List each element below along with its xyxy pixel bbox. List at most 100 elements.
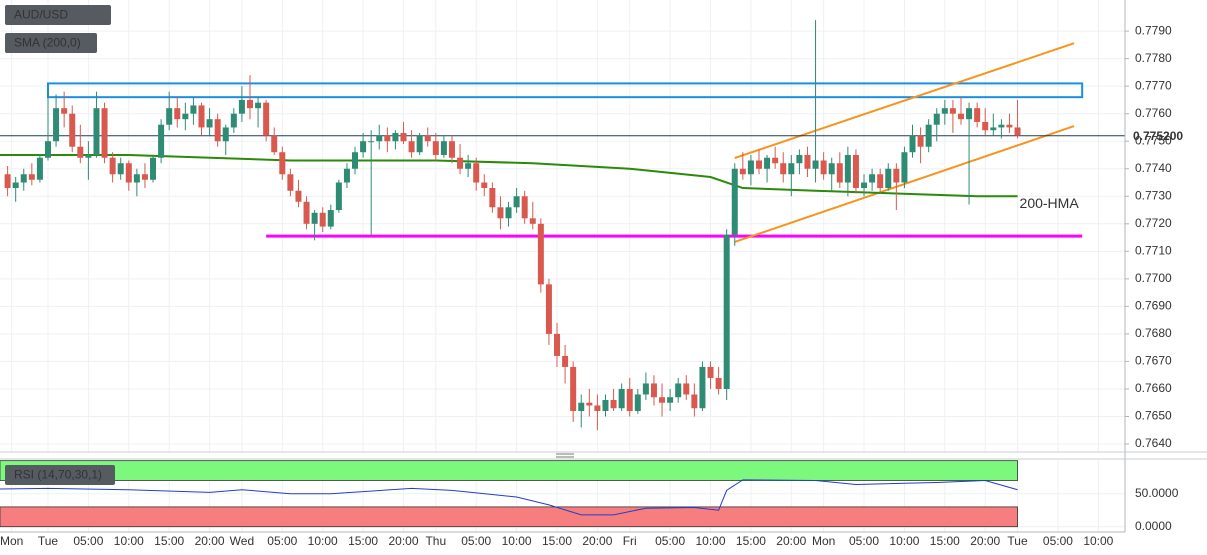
candle-body [917, 135, 924, 147]
candle-body [545, 284, 552, 334]
candle-body [12, 182, 19, 189]
candle-body [780, 163, 787, 175]
candle-body [788, 163, 795, 175]
candle-body [828, 163, 835, 175]
candle-body [505, 207, 512, 219]
legend-label: AUD/USD [14, 8, 68, 22]
candle-body [20, 174, 27, 183]
candle-body [263, 102, 270, 136]
candle-body [287, 174, 294, 191]
candle-body [360, 141, 367, 153]
candle-body [85, 154, 92, 158]
candle-body [804, 154, 811, 169]
x-tick-label: 10:00 [114, 534, 144, 548]
candle-body [570, 366, 577, 411]
candle-body [497, 207, 504, 219]
candle-body [844, 154, 851, 183]
candle-body [481, 182, 488, 189]
candle-body [974, 108, 981, 122]
legend-box [5, 465, 115, 485]
candle-body [1014, 127, 1021, 136]
y-tick-label: 0.7790 [1135, 23, 1172, 37]
candle-body [327, 210, 334, 227]
candle-body [941, 108, 948, 114]
candle-body [861, 182, 868, 189]
candle-body [206, 119, 213, 128]
y-tick-label: 0.7670 [1135, 354, 1172, 368]
candle-body [432, 141, 439, 155]
candle-body [303, 201, 310, 224]
plot [0, 20, 1125, 528]
x-tick-label: Wed [230, 534, 254, 548]
candle-body [174, 108, 181, 120]
x-tick-label: 20:00 [776, 534, 806, 548]
candle-body [998, 124, 1005, 128]
candle-body [69, 113, 76, 147]
candle-body [755, 160, 762, 169]
candle-body [675, 383, 682, 398]
y-tick-label: 0.7730 [1135, 188, 1172, 202]
candle-body [230, 113, 237, 128]
y-tick-label: 0.7710 [1135, 243, 1172, 257]
candle-body [578, 402, 585, 411]
candle-body [343, 168, 350, 183]
candle-body [36, 157, 43, 180]
candle-body [949, 108, 956, 114]
candle-body [141, 174, 148, 180]
x-tick-label: 10:00 [889, 534, 919, 548]
x-tick-label: Mon [812, 534, 835, 548]
candle-body [820, 160, 827, 175]
candle-body [586, 402, 593, 406]
last-price-label: 0.775200 [1133, 129, 1183, 143]
candle-body [335, 182, 342, 211]
annotation: 200-HMA [1020, 195, 1080, 211]
y-tick-label: 0.7650 [1135, 409, 1172, 423]
candle-body [101, 108, 108, 158]
sma-line [0, 153, 1018, 198]
candle-body [424, 135, 431, 142]
y-tick-label: 50.0000 [1135, 486, 1179, 500]
candle-body [812, 160, 819, 169]
x-tick-label: 10:00 [1083, 534, 1113, 548]
x-tick-label: 15:00 [542, 534, 572, 548]
candle-body [158, 124, 165, 158]
candle-body [416, 135, 423, 153]
x-tick-label: 15:00 [154, 534, 184, 548]
candle-body [271, 135, 278, 153]
candle-body [44, 141, 51, 158]
x-tick-label: 15:00 [348, 534, 378, 548]
candle-body [166, 108, 173, 125]
candle-body [408, 141, 415, 153]
y-tick-label: 0.7780 [1135, 51, 1172, 65]
candle-body [731, 168, 738, 235]
y-tick-label: 0.7720 [1135, 216, 1172, 230]
candle-body [368, 141, 375, 143]
candle-body [222, 127, 229, 142]
candle-body [877, 174, 884, 189]
legend-label: SMA (200,0) [14, 36, 81, 50]
candle-body [642, 383, 649, 395]
candle-body [982, 121, 989, 131]
rsi-line [0, 479, 1018, 516]
candle-body [554, 333, 561, 356]
y-tick-label: 0.7660 [1135, 381, 1172, 395]
candle-body [246, 99, 253, 109]
x-tick-label: 15:00 [930, 534, 960, 548]
legend-label: RSI (14,70,30,1) [14, 468, 102, 482]
candle-body [699, 366, 706, 409]
candle-body [901, 152, 908, 183]
candle-body [465, 163, 472, 169]
labels: Mon Tue 05:00 10:00 15:00 20:00 Wed 05:00 10:00 1… [0, 5, 1183, 548]
x-tick-label: Mon [0, 534, 23, 548]
candle-body [869, 174, 876, 183]
candle-body [667, 397, 674, 403]
x-tick-label: 05:00 [1043, 534, 1073, 548]
candle-body [473, 163, 480, 183]
rsi-band [0, 460, 1018, 481]
candle-body [796, 154, 803, 164]
candle-body [392, 132, 399, 142]
y-tick-label: 0.7770 [1135, 78, 1172, 92]
resistance-zone [46, 82, 1084, 99]
candle-body [77, 146, 84, 158]
